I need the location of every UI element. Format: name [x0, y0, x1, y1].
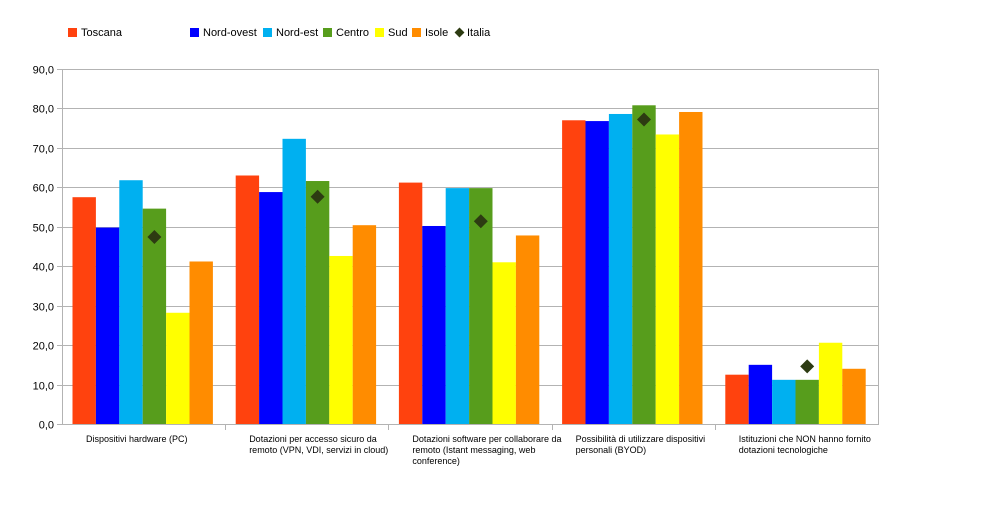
bar-nord-ovest	[259, 192, 283, 424]
legend-item-centro: Centro	[323, 26, 369, 40]
legend-item-toscana: Toscana	[68, 26, 122, 40]
legend-label-italia: Italia	[467, 27, 491, 39]
y-tick-label: 50,0	[33, 223, 54, 235]
y-tick-label: 90,0	[33, 65, 54, 77]
legend-label-sud: Sud	[388, 27, 408, 39]
legend-label-isole: Isole	[425, 27, 449, 39]
bar-sud	[166, 312, 190, 424]
bar-centro	[469, 188, 493, 424]
italia-marker	[800, 359, 815, 374]
y-tick-label: 40,0	[33, 262, 54, 274]
bar-centro	[632, 105, 656, 424]
bar-nord-est	[445, 188, 470, 424]
legend-label-nord-ovest: Nord-ovest	[203, 27, 257, 39]
category-label-byod: Possibilità di utilizzare dispositivi pe…	[575, 434, 706, 455]
legend-item-nord-est: Nord-est	[263, 26, 318, 40]
bar-sud	[329, 255, 353, 424]
y-tick-label: 70,0	[33, 144, 54, 156]
y-tick-label: 20,0	[33, 341, 54, 353]
y-tick-label: 60,0	[33, 183, 54, 195]
bar-isole	[515, 235, 540, 424]
legend-swatch-nord-ovest	[190, 28, 199, 37]
bar-sud	[492, 262, 516, 424]
plot-frame	[62, 69, 879, 430]
legend-item-sud: Sud	[375, 26, 408, 40]
bar-isole	[189, 261, 213, 424]
legend-swatch-nord-est	[263, 28, 272, 37]
legend-swatch-sud	[375, 28, 384, 37]
category-label-accesso-sicuro: Dotazioni per accesso sicuro da remoto (…	[249, 434, 389, 455]
bar-sud	[818, 342, 843, 424]
bar-centro	[795, 379, 819, 424]
bar-nord-ovest	[585, 121, 609, 424]
category-label-dispositivi-hardware: Dispositivi hardware (PC)	[86, 434, 188, 444]
legend-swatch-isole	[412, 28, 421, 37]
legend-label-nord-est: Nord-est	[276, 27, 319, 39]
bar-nord-est	[608, 113, 633, 424]
bar-toscana	[235, 175, 260, 424]
bars	[72, 105, 866, 425]
italia-marker	[310, 189, 325, 204]
bar-toscana	[72, 197, 96, 424]
bar-nord-est	[282, 138, 306, 424]
bar-nord-est	[119, 180, 143, 424]
legend-item-nord-ovest: Nord-ovest	[190, 26, 257, 40]
bar-toscana	[562, 120, 586, 424]
bar-isole	[842, 368, 866, 424]
bar-toscana	[398, 182, 423, 424]
legend: Toscana Nord-ovest Nord-est Centro Sud I…	[0, 26, 1000, 42]
y-axis: 0,0 10,0 20,0 30,0 40,0 50,0 60,0 70,0 80,0 90,0	[33, 65, 62, 432]
category-label-nessuna-dotazione: Istituzioni che NON hanno fornito dotazi…	[738, 434, 871, 455]
bar-toscana	[725, 374, 749, 424]
bar-sud	[655, 134, 680, 425]
y-tick-label: 0,0	[39, 420, 54, 432]
y-tick-label: 10,0	[33, 381, 54, 393]
plot-border	[62, 69, 879, 425]
legend-swatch-toscana	[68, 28, 77, 37]
bar-centro	[305, 181, 330, 424]
bar-nord-ovest	[748, 364, 773, 424]
bar-nord-est	[772, 379, 796, 424]
y-tick-label: 30,0	[33, 302, 54, 314]
italia-marker	[637, 112, 651, 127]
legend-item-isole: Isole	[412, 26, 448, 40]
italia-markers	[147, 112, 815, 374]
legend-label-toscana: Toscana	[81, 27, 122, 39]
legend-label-centro: Centro	[336, 27, 370, 39]
bar-nord-ovest	[422, 225, 446, 424]
italia-marker	[473, 214, 488, 229]
bar-isole	[352, 225, 377, 424]
bar-centro	[142, 208, 167, 424]
bar-isole	[679, 111, 703, 425]
category-label-dotazioni-software: Dotazioni software per collaborare da re…	[412, 434, 562, 466]
legend-item-italia: Italia	[454, 26, 491, 40]
y-tick-label: 80,0	[33, 104, 54, 116]
legend-swatch-centro	[323, 28, 332, 37]
bar-nord-ovest	[95, 227, 120, 424]
italia-marker	[147, 230, 162, 245]
